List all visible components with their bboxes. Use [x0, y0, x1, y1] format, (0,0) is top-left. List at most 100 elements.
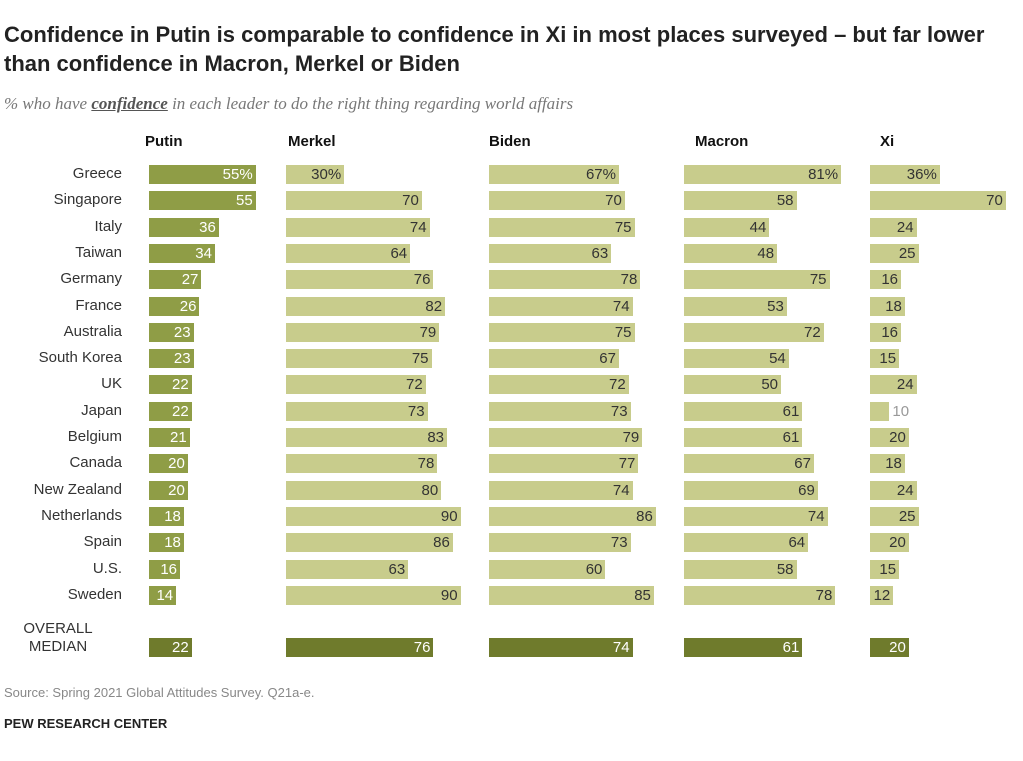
bar [149, 428, 190, 447]
bar [286, 585, 461, 605]
bar [489, 165, 619, 184]
subtitle-text: % who have [4, 94, 92, 113]
category-label: U.S. [92, 559, 122, 577]
bar [149, 191, 256, 211]
bar [489, 480, 633, 500]
value-label: 76 [413, 271, 431, 289]
value-label: 15 [879, 350, 897, 368]
value-label: 75 [614, 323, 632, 341]
bar [684, 428, 803, 447]
panel-header: Merkel [288, 133, 336, 150]
bar [870, 533, 909, 553]
subtitle-emphasis: confidence [91, 94, 168, 113]
category-label: New Zealand [33, 480, 122, 498]
value-label: 86 [433, 534, 450, 552]
bar [286, 322, 440, 342]
value-label: 64 [788, 534, 806, 552]
bar [489, 270, 641, 290]
value-label: 20 [168, 455, 185, 473]
bar [489, 506, 656, 526]
value-label: 74 [612, 297, 630, 315]
value-label: 61 [782, 429, 800, 446]
bar [684, 191, 797, 211]
subtitle-text: in each leader to do the right thing reg… [167, 94, 574, 113]
value-label: 90 [440, 507, 458, 525]
bar [149, 243, 215, 263]
bar [489, 559, 606, 579]
value-label: 20 [168, 481, 185, 499]
value-label: 75 [809, 271, 827, 289]
value-label: 85 [634, 586, 651, 604]
bar [684, 217, 770, 237]
value-label: 86 [636, 507, 653, 525]
value-label: 79 [622, 429, 640, 446]
value-label: 20 [889, 639, 906, 656]
category-label: Greece [72, 165, 122, 182]
category-label: Singapore [53, 191, 122, 209]
source: Source: Spring 2021 Global Attitudes Sur… [4, 685, 315, 700]
value-label: 61 [782, 639, 800, 656]
bar [286, 191, 422, 211]
bar [870, 191, 1006, 211]
bar [286, 638, 434, 657]
bar [149, 296, 200, 316]
value-label: 30% [311, 166, 342, 183]
value-label: 26 [179, 297, 197, 315]
bar [489, 454, 639, 474]
bar [286, 349, 432, 369]
category-label: Canada [69, 454, 122, 472]
panel-header: Putin [145, 133, 183, 150]
bar [684, 375, 781, 395]
bar [870, 506, 919, 526]
bar [286, 375, 426, 395]
value-label: 70 [402, 192, 419, 210]
category-label: Japan [81, 401, 122, 419]
value-label: 67% [585, 166, 616, 183]
bar [684, 454, 814, 474]
bar [684, 349, 789, 369]
value-label: 16 [160, 560, 178, 578]
category-label: South Korea [38, 349, 122, 367]
bar [870, 270, 902, 290]
value-label: 50 [761, 376, 778, 394]
bar [149, 401, 192, 421]
bar [286, 165, 345, 184]
bar [149, 480, 188, 500]
value-label: 78 [815, 586, 833, 604]
bar [489, 322, 635, 342]
value-label: 18 [885, 297, 902, 315]
category-label: Sweden [67, 585, 122, 603]
value-label: 74 [612, 639, 630, 656]
category-label: Italy [94, 217, 122, 235]
bar [870, 217, 917, 237]
value-label: 80 [421, 481, 439, 499]
value-label: 16 [881, 271, 899, 289]
value-label: 24 [896, 376, 914, 394]
value-label: 73 [407, 402, 425, 420]
bar [149, 375, 192, 395]
value-label: 22 [171, 376, 189, 394]
bar [870, 296, 905, 316]
value-label: 25 [898, 507, 916, 525]
bar [286, 217, 430, 237]
bar [684, 638, 803, 657]
value-label: 70 [605, 192, 622, 210]
bar [684, 322, 824, 342]
bar [684, 401, 803, 421]
category-label: Netherlands [41, 506, 122, 524]
value-label: 34 [195, 244, 212, 262]
panel-header: Macron [695, 133, 749, 150]
value-label: 23 [173, 323, 191, 341]
footer: PEW RESEARCH CENTER [4, 716, 168, 731]
bar [870, 428, 909, 447]
value-label: 82 [425, 297, 443, 315]
value-label: 36 [199, 218, 216, 236]
bar [149, 322, 194, 342]
bar [684, 270, 830, 290]
bar [149, 559, 181, 579]
value-label: 21 [170, 429, 187, 446]
bar [286, 401, 428, 421]
panel-header: Biden [489, 133, 531, 150]
value-label: 67 [599, 350, 616, 368]
